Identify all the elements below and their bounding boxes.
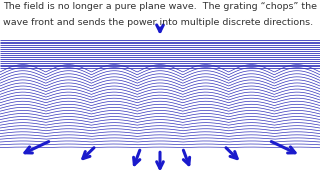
- Text: wave front and sends the power into multiple discrete directions.: wave front and sends the power into mult…: [3, 18, 313, 27]
- Text: The field is no longer a pure plane wave.  The grating “chops” the: The field is no longer a pure plane wave…: [3, 2, 317, 11]
